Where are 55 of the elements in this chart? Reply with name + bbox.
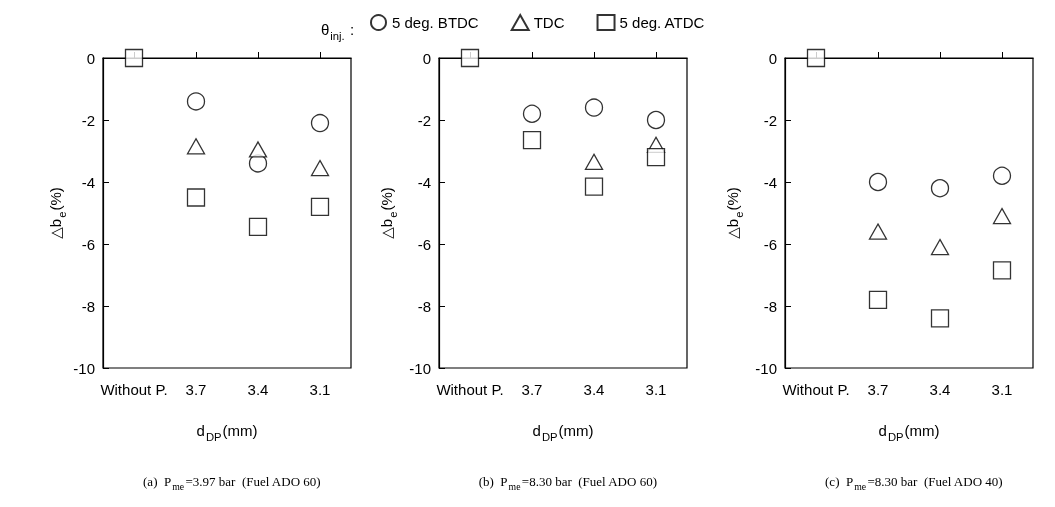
y-axis-title: △be(%) <box>377 187 399 239</box>
y-tick-label: -2 <box>81 111 95 129</box>
x-tick-label: Without P. <box>782 381 850 398</box>
y-tick-label: -8 <box>81 297 95 315</box>
y-tick-label: 0 <box>422 49 431 67</box>
point <box>186 138 206 155</box>
x-tick-label: 3.7 <box>867 381 889 398</box>
y-tick-label: -2 <box>763 111 777 129</box>
x-tick-label: 3.4 <box>929 381 951 398</box>
y-tick-label: -4 <box>417 173 431 191</box>
x-tick-label: 3.7 <box>521 381 543 398</box>
y-tick-label: -8 <box>763 297 777 315</box>
y-tick-label: -4 <box>81 173 95 191</box>
y-tick-label: -10 <box>755 359 777 377</box>
legend-label: 5 deg. BTDC <box>392 14 479 31</box>
point <box>186 188 206 207</box>
point <box>310 197 330 216</box>
y-tick-label: -2 <box>417 111 431 129</box>
y-tick-label: -6 <box>417 235 431 253</box>
point <box>584 153 604 170</box>
y-axis-title: △be(%) <box>46 187 68 239</box>
point <box>806 48 826 68</box>
y-tick-label: -6 <box>763 235 777 253</box>
legend-label: TDC <box>533 14 565 31</box>
x-tick-label: 3.1 <box>991 381 1013 398</box>
point <box>584 177 604 196</box>
point <box>930 309 950 328</box>
y-tick-label: -4 <box>763 173 777 191</box>
legend-label: 5 deg. ATDC <box>619 14 705 31</box>
x-tick-label: 3.1 <box>309 381 331 398</box>
point <box>124 48 144 68</box>
y-tick-label: -10 <box>73 359 95 377</box>
x-tick-label: Without P. <box>100 381 168 398</box>
point <box>460 48 480 68</box>
y-tick-label: 0 <box>86 49 95 67</box>
x-tick-label: 3.7 <box>185 381 207 398</box>
point <box>992 261 1012 280</box>
y-tick-label: -6 <box>81 235 95 253</box>
y-tick-label: -10 <box>409 359 431 377</box>
point <box>248 217 268 237</box>
point <box>310 159 330 177</box>
x-tick-label: Without P. <box>436 381 504 398</box>
point <box>930 238 950 256</box>
x-tick-label: 3.4 <box>247 381 269 398</box>
y-tick-label: -8 <box>417 297 431 315</box>
x-tick-label: 3.1 <box>645 381 667 398</box>
point <box>522 131 542 150</box>
x-tick-label: 3.4 <box>583 381 605 398</box>
point <box>868 290 888 309</box>
point <box>646 148 666 167</box>
point <box>248 141 268 158</box>
point <box>992 207 1012 225</box>
point <box>868 223 888 240</box>
y-axis-title: △be(%) <box>723 187 745 239</box>
y-tick-label: 0 <box>768 49 777 67</box>
